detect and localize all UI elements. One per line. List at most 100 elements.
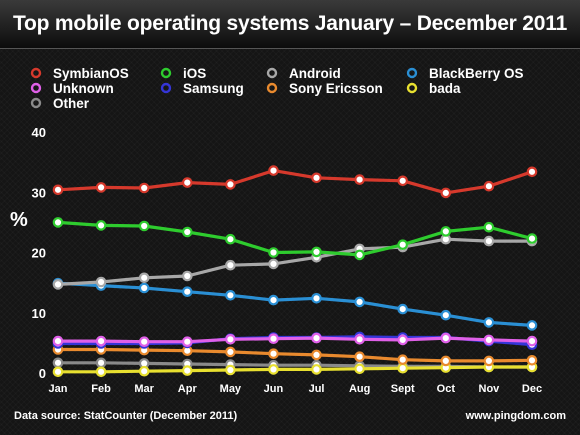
x-tick-label: May <box>220 383 242 395</box>
data-point-blackberry-os <box>440 309 452 321</box>
data-point-ios <box>182 226 193 238</box>
data-point-ios <box>440 226 452 237</box>
data-point-ios <box>526 233 538 244</box>
data-point-android <box>268 258 279 270</box>
data-point-symbianos <box>397 175 408 187</box>
axes: % 0 10 20 30 40 Jan Feb Mar Apr May Jun Jul Aug Sept Oc… <box>10 125 542 395</box>
legend-label-samsung: Samsung <box>183 81 244 96</box>
legend-item-bada: bada <box>406 81 461 96</box>
legend-marker-samsung <box>160 82 172 94</box>
data-point-symbianos <box>225 179 236 190</box>
data-point-ios <box>354 249 365 261</box>
data-point-unknown <box>138 336 150 347</box>
y-axis-label: % <box>10 209 28 231</box>
y-tick-label: 40 <box>32 125 46 140</box>
series-unknown <box>52 332 538 347</box>
data-point-sony-ericsson <box>354 351 365 362</box>
series-android <box>52 233 538 290</box>
legend-label-symbianos: SymbianOS <box>53 66 129 81</box>
series-line-symbianos <box>56 169 534 195</box>
data-point-android <box>182 270 193 282</box>
y-tick-label: 0 <box>39 366 46 381</box>
data-point-unknown <box>311 332 322 344</box>
data-source-note: Data source: StatCounter (December 2011) <box>14 410 237 422</box>
series-symbianos <box>52 165 538 199</box>
data-point-unknown <box>95 335 107 347</box>
y-tick-label: 20 <box>32 246 46 261</box>
data-point-ios <box>52 217 64 228</box>
legend-marker-android <box>266 67 278 79</box>
data-point-bada <box>397 362 408 374</box>
y-tick-label: 30 <box>32 185 46 200</box>
data-point-android <box>52 279 64 290</box>
data-point-symbianos <box>268 165 279 176</box>
data-point-ios <box>483 221 495 233</box>
data-point-symbianos <box>354 174 365 185</box>
series-line-blackberry-os <box>56 281 534 327</box>
data-point-bada <box>138 365 150 377</box>
legend-item-other: Other <box>30 96 90 111</box>
legend-item-sony-ericsson: Sony Ericsson <box>266 81 383 96</box>
data-point-ios <box>268 247 279 258</box>
data-point-ios <box>95 220 107 231</box>
data-point-symbianos <box>311 172 322 184</box>
legend-label-blackberry-os: BlackBerry OS <box>429 66 524 81</box>
data-point-blackberry-os <box>268 294 279 306</box>
legend-marker-bada <box>406 82 418 94</box>
data-point-blackberry-os <box>225 289 236 301</box>
data-point-android <box>95 276 107 288</box>
legend-marker-symbianos <box>30 67 42 79</box>
data-point-ios <box>311 246 322 258</box>
data-point-blackberry-os <box>354 296 365 308</box>
data-point-sony-ericsson <box>440 355 452 367</box>
data-point-symbianos <box>483 180 495 192</box>
series-line-ios <box>56 220 534 257</box>
series-bada <box>52 361 538 378</box>
series-blackberry-os <box>52 277 538 331</box>
data-point-symbianos <box>52 184 64 196</box>
y-tick-label: 10 <box>32 306 46 321</box>
data-point-symbianos <box>182 177 193 188</box>
data-point-unknown <box>397 334 408 346</box>
legend-marker-ios <box>160 67 172 79</box>
data-point-sony-ericsson <box>526 354 538 366</box>
legend-label-android: Android <box>289 66 341 81</box>
x-tick-label: Apr <box>178 383 198 395</box>
legend-label-other: Other <box>53 96 90 111</box>
data-point-ios <box>225 233 236 245</box>
legend-item-android: Android <box>266 66 341 81</box>
data-point-bada <box>268 364 279 375</box>
data-point-bada <box>95 366 107 378</box>
legend-marker-unknown <box>30 82 42 94</box>
title-bar: Top mobile operating systems January – D… <box>0 0 580 49</box>
x-tick-label: Oct <box>437 383 456 395</box>
data-point-bada <box>311 364 322 375</box>
data-point-bada <box>354 363 365 375</box>
legend-item-symbianos: SymbianOS <box>30 66 129 81</box>
data-point-bada <box>52 366 64 378</box>
data-point-unknown <box>268 333 279 344</box>
data-point-other <box>52 357 64 369</box>
data-point-sony-ericsson <box>397 354 408 365</box>
data-point-unknown <box>182 336 193 347</box>
legend-marker-other <box>30 97 42 109</box>
data-point-blackberry-os <box>138 282 150 294</box>
data-point-other <box>95 357 107 369</box>
series-sony-ericsson <box>52 344 538 367</box>
data-point-unknown <box>354 333 365 345</box>
x-tick-label: Dec <box>522 383 542 395</box>
data-point-ios <box>138 220 150 232</box>
legend-label-ios: iOS <box>183 66 206 81</box>
data-point-android <box>483 235 495 247</box>
data-point-bada <box>225 364 236 376</box>
x-tick-label: Feb <box>91 383 111 395</box>
data-point-blackberry-os <box>311 292 322 304</box>
data-point-symbianos <box>526 166 538 178</box>
legend-item-samsung: Samsung <box>160 81 244 96</box>
data-point-android <box>138 272 150 284</box>
legend-item-ios: iOS <box>160 66 206 81</box>
data-point-sony-ericsson <box>225 346 236 358</box>
legend-label-bada: bada <box>429 81 461 96</box>
